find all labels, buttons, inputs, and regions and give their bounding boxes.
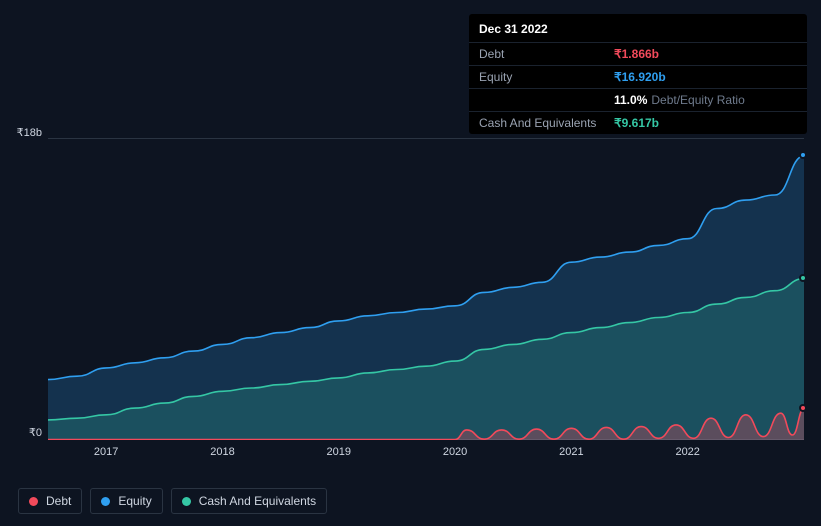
- chart-legend: Debt Equity Cash And Equivalents: [18, 488, 327, 514]
- chart-tooltip: Dec 31 2022 Debt ₹1.866b Equity ₹16.920b…: [469, 14, 807, 134]
- tooltip-label: Equity: [479, 70, 614, 84]
- legend-dot-debt: [29, 497, 38, 506]
- y-tick-label-bottom: ₹0: [12, 426, 42, 439]
- x-tick-label: 2020: [443, 446, 467, 458]
- x-tick-label: 2017: [94, 446, 118, 458]
- legend-dot-equity: [101, 497, 110, 506]
- legend-label: Cash And Equivalents: [199, 494, 316, 508]
- tooltip-ratio-pct: 11.0%: [614, 93, 647, 107]
- x-tick-label: 2019: [327, 446, 351, 458]
- debt-equity-chart[interactable]: ₹18b ₹0 2017 2018 2019 2020 2021 2022: [10, 120, 810, 470]
- tooltip-row-equity: Equity ₹16.920b: [469, 65, 807, 88]
- legend-item-equity[interactable]: Equity: [90, 488, 162, 514]
- series-endpoint-debt: [799, 404, 807, 412]
- tooltip-label: Cash And Equivalents: [479, 116, 614, 130]
- x-tick-label: 2022: [675, 446, 699, 458]
- tooltip-date: Dec 31 2022: [469, 14, 807, 42]
- tooltip-row-ratio: 11.0% Debt/Equity Ratio: [469, 88, 807, 111]
- legend-dot-cash: [182, 497, 191, 506]
- tooltip-value: ₹9.617b: [614, 116, 659, 130]
- tooltip-row-debt: Debt ₹1.866b: [469, 42, 807, 65]
- legend-item-cash[interactable]: Cash And Equivalents: [171, 488, 327, 514]
- legend-label: Equity: [118, 494, 151, 508]
- legend-label: Debt: [46, 494, 71, 508]
- series-endpoint-equity: [799, 151, 807, 159]
- tooltip-value: ₹16.920b: [614, 70, 666, 84]
- series-endpoint-cash: [799, 274, 807, 282]
- x-axis-labels: 2017 2018 2019 2020 2021 2022: [48, 446, 804, 466]
- legend-item-debt[interactable]: Debt: [18, 488, 82, 514]
- chart-plot: [48, 138, 804, 440]
- tooltip-ratio-label: Debt/Equity Ratio: [651, 93, 744, 107]
- y-tick-label-top: ₹18b: [12, 126, 42, 139]
- x-tick-label: 2018: [210, 446, 234, 458]
- tooltip-value: ₹1.866b: [614, 47, 659, 61]
- tooltip-row-cash: Cash And Equivalents ₹9.617b: [469, 111, 807, 134]
- x-tick-label: 2021: [559, 446, 583, 458]
- tooltip-label: Debt: [479, 47, 614, 61]
